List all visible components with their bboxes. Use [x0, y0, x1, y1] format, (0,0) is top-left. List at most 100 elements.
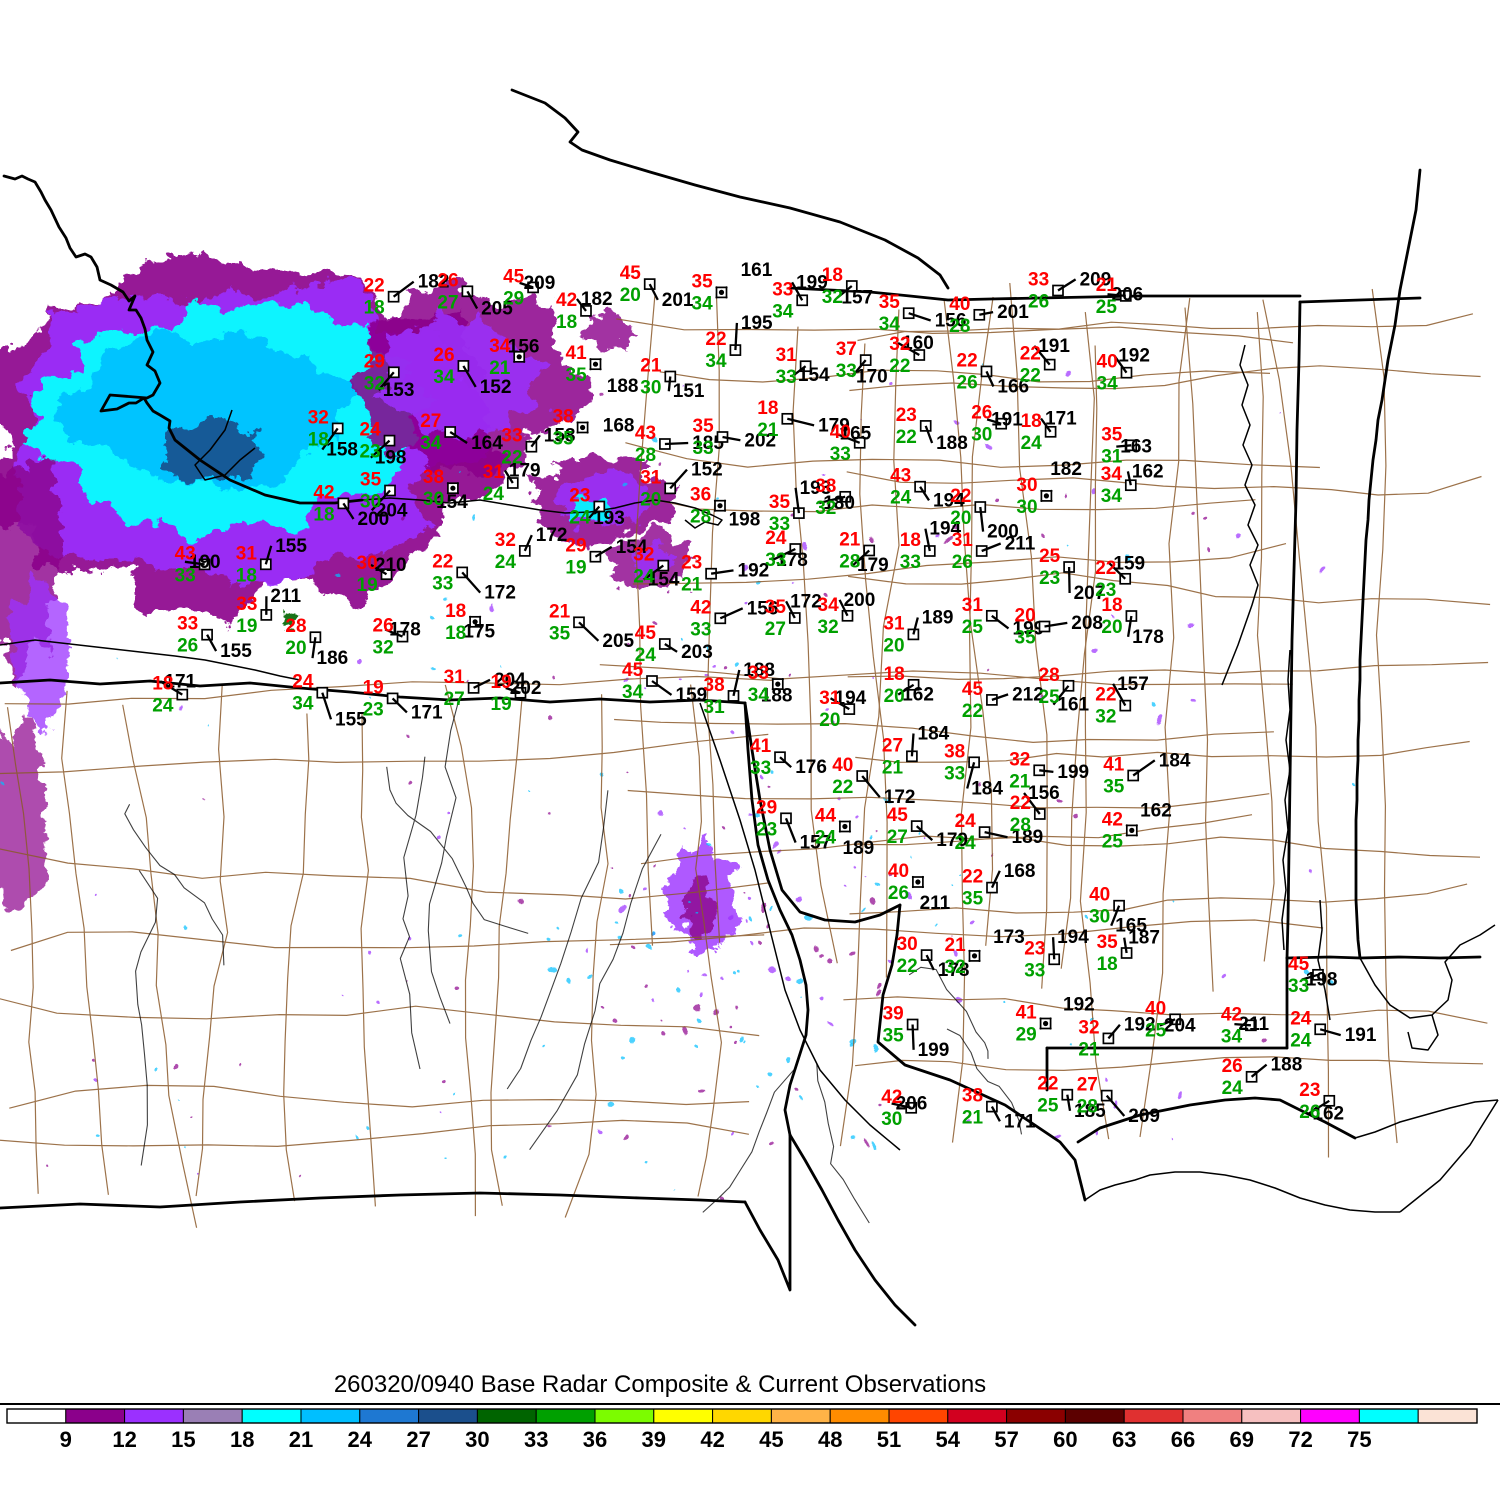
svg-text:21: 21 — [549, 601, 571, 622]
svg-text:162: 162 — [1140, 801, 1172, 822]
svg-text:18: 18 — [1021, 411, 1042, 432]
svg-text:33: 33 — [524, 1427, 548, 1452]
svg-text:19: 19 — [491, 694, 512, 715]
svg-text:31: 31 — [819, 688, 841, 709]
svg-text:19: 19 — [363, 677, 384, 698]
svg-text:57: 57 — [994, 1427, 1018, 1452]
svg-text:18: 18 — [445, 623, 466, 644]
svg-text:37: 37 — [836, 339, 857, 360]
svg-text:209: 209 — [524, 273, 556, 294]
svg-text:182: 182 — [1050, 459, 1082, 480]
svg-text:32: 32 — [373, 638, 394, 659]
svg-text:184: 184 — [1159, 750, 1191, 771]
svg-text:25: 25 — [1096, 297, 1118, 318]
svg-text:42: 42 — [556, 290, 577, 311]
svg-text:41: 41 — [566, 343, 588, 364]
svg-text:20: 20 — [640, 489, 661, 510]
svg-text:33: 33 — [1024, 960, 1045, 981]
svg-text:38: 38 — [815, 476, 836, 497]
svg-text:22: 22 — [832, 777, 853, 798]
svg-text:34: 34 — [772, 301, 794, 322]
svg-text:198: 198 — [729, 510, 761, 531]
svg-text:23: 23 — [1024, 938, 1045, 959]
svg-text:32: 32 — [818, 617, 839, 638]
svg-text:69: 69 — [1230, 1427, 1254, 1452]
svg-text:195: 195 — [741, 313, 773, 334]
svg-text:31: 31 — [236, 543, 258, 564]
svg-text:30: 30 — [465, 1427, 489, 1452]
svg-text:27: 27 — [406, 1427, 430, 1452]
svg-text:26: 26 — [1028, 292, 1049, 313]
svg-text:18: 18 — [900, 530, 921, 551]
svg-text:38: 38 — [423, 467, 444, 488]
svg-text:40: 40 — [830, 422, 851, 443]
svg-text:18: 18 — [236, 565, 257, 586]
svg-text:21: 21 — [945, 935, 967, 956]
svg-text:26: 26 — [433, 345, 454, 366]
svg-text:33: 33 — [830, 444, 851, 465]
svg-text:156: 156 — [508, 337, 540, 358]
svg-text:72: 72 — [1288, 1427, 1312, 1452]
svg-text:151: 151 — [673, 381, 705, 402]
svg-text:33: 33 — [175, 565, 196, 586]
svg-text:18: 18 — [1097, 954, 1118, 975]
svg-text:155: 155 — [275, 536, 307, 557]
svg-text:32: 32 — [633, 545, 654, 566]
svg-text:21: 21 — [681, 575, 703, 596]
svg-text:43: 43 — [635, 423, 656, 444]
svg-text:15: 15 — [171, 1427, 195, 1452]
svg-text:42: 42 — [881, 1087, 902, 1108]
svg-text:21: 21 — [962, 1108, 984, 1129]
svg-text:26: 26 — [952, 552, 973, 573]
svg-text:20: 20 — [884, 686, 905, 707]
svg-text:26: 26 — [888, 883, 909, 904]
svg-text:40: 40 — [949, 294, 970, 315]
svg-text:39: 39 — [883, 1004, 904, 1025]
svg-text:25: 25 — [962, 617, 984, 638]
svg-text:205: 205 — [602, 631, 634, 652]
svg-text:75: 75 — [1347, 1427, 1371, 1452]
svg-text:18: 18 — [308, 429, 329, 450]
svg-text:24: 24 — [483, 484, 505, 505]
svg-text:25: 25 — [1102, 831, 1124, 852]
svg-text:34: 34 — [1101, 486, 1123, 507]
svg-text:27: 27 — [765, 619, 786, 640]
svg-text:156: 156 — [1028, 783, 1060, 804]
svg-text:29: 29 — [503, 288, 524, 309]
svg-text:24: 24 — [292, 672, 314, 693]
svg-text:43: 43 — [890, 466, 911, 487]
svg-text:40: 40 — [1145, 998, 1166, 1019]
svg-text:20: 20 — [883, 635, 904, 656]
svg-text:18: 18 — [556, 312, 577, 333]
svg-text:18: 18 — [822, 265, 843, 286]
svg-text:170: 170 — [856, 367, 888, 388]
svg-text:176: 176 — [795, 757, 827, 778]
svg-text:9: 9 — [60, 1427, 72, 1452]
svg-text:34: 34 — [622, 682, 644, 703]
svg-text:27: 27 — [420, 411, 441, 432]
svg-text:163: 163 — [1120, 437, 1152, 458]
svg-text:24: 24 — [815, 828, 837, 849]
svg-text:51: 51 — [877, 1427, 901, 1452]
svg-text:23: 23 — [681, 553, 702, 574]
svg-text:24: 24 — [152, 696, 174, 717]
svg-text:24: 24 — [955, 833, 977, 854]
svg-text:34: 34 — [489, 336, 511, 357]
svg-text:35: 35 — [879, 292, 901, 313]
svg-text:25: 25 — [1037, 1096, 1059, 1117]
svg-text:32: 32 — [308, 407, 329, 428]
svg-text:158: 158 — [326, 440, 358, 461]
svg-text:24: 24 — [1021, 433, 1043, 454]
svg-text:28: 28 — [635, 445, 656, 466]
svg-text:26: 26 — [1222, 1056, 1243, 1077]
svg-text:42: 42 — [1102, 809, 1123, 830]
svg-text:19: 19 — [236, 616, 257, 637]
svg-text:31: 31 — [640, 467, 662, 488]
svg-text:32: 32 — [364, 373, 385, 394]
svg-text:204: 204 — [1164, 1016, 1196, 1037]
svg-text:31: 31 — [444, 667, 466, 688]
svg-text:22: 22 — [705, 329, 726, 350]
svg-text:187: 187 — [1128, 928, 1160, 949]
svg-text:30: 30 — [360, 492, 381, 513]
svg-text:22: 22 — [896, 427, 917, 448]
